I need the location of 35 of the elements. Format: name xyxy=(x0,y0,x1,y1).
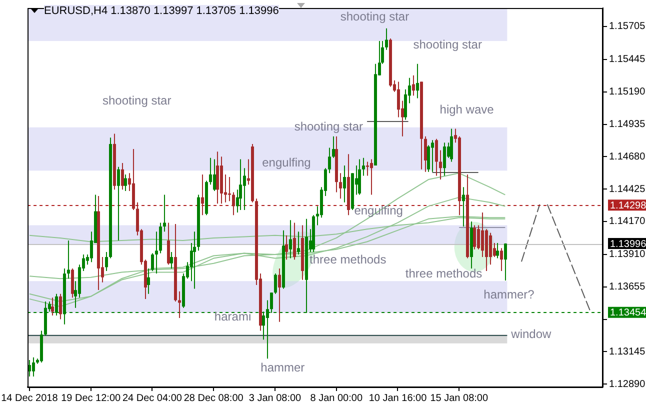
annotation: hammer xyxy=(260,360,305,374)
annotation: three methods xyxy=(310,252,386,266)
annotation: engulfing xyxy=(262,155,311,170)
x-tick-label: 3 Jan 08:00 xyxy=(248,392,302,404)
annotation: harami xyxy=(214,309,252,324)
annotation: hammer? xyxy=(484,287,535,302)
y-tick-label: 1.14680 xyxy=(609,151,646,162)
ref-line-label: 1.13996 xyxy=(610,238,646,250)
y-tick-label: 1.14425 xyxy=(609,184,646,195)
y-tick-label: 1.13145 xyxy=(609,346,646,358)
annotation: shooting star xyxy=(413,37,482,52)
chart-title: EURUSD,H4 1.13870 1.13997 1.13705 1.13996 xyxy=(44,5,279,17)
annotation: shooting star xyxy=(294,119,364,134)
y-tick-label: 1.14935 xyxy=(609,119,646,130)
x-tick-label: 15 Jan 08:00 xyxy=(430,392,488,404)
x-tick-label: 8 Jan 00:00 xyxy=(310,392,363,404)
annotation: shooting star xyxy=(102,93,172,108)
annotation: shooting star xyxy=(340,9,410,24)
x-tick-label: 10 Jan 16:00 xyxy=(368,392,428,404)
band-label: window xyxy=(510,326,552,341)
y-tick-label: 1.13910 xyxy=(609,249,646,260)
y-tick-label: 1.12890 xyxy=(609,378,646,390)
annotation: three methods xyxy=(405,266,482,280)
y-tick-label: 1.15705 xyxy=(609,21,646,32)
ref-line-label: 1.13454 xyxy=(610,308,646,319)
y-tick-label: 1.14170 xyxy=(609,216,646,228)
y-tick-label: 1.15445 xyxy=(609,54,646,66)
x-tick-label: 28 Dec 08:00 xyxy=(184,392,244,404)
y-tick-label: 1.13655 xyxy=(609,282,646,293)
y-tick-label: 1.15190 xyxy=(609,86,646,98)
x-tick-label: 19 Dec 12:00 xyxy=(61,392,121,404)
x-tick-label: 14 Dec 2018 xyxy=(1,392,58,404)
annotation: high wave xyxy=(440,102,494,116)
ref-line-label: 1.14298 xyxy=(610,200,646,212)
x-tick-label: 24 Dec 04:00 xyxy=(122,392,182,404)
